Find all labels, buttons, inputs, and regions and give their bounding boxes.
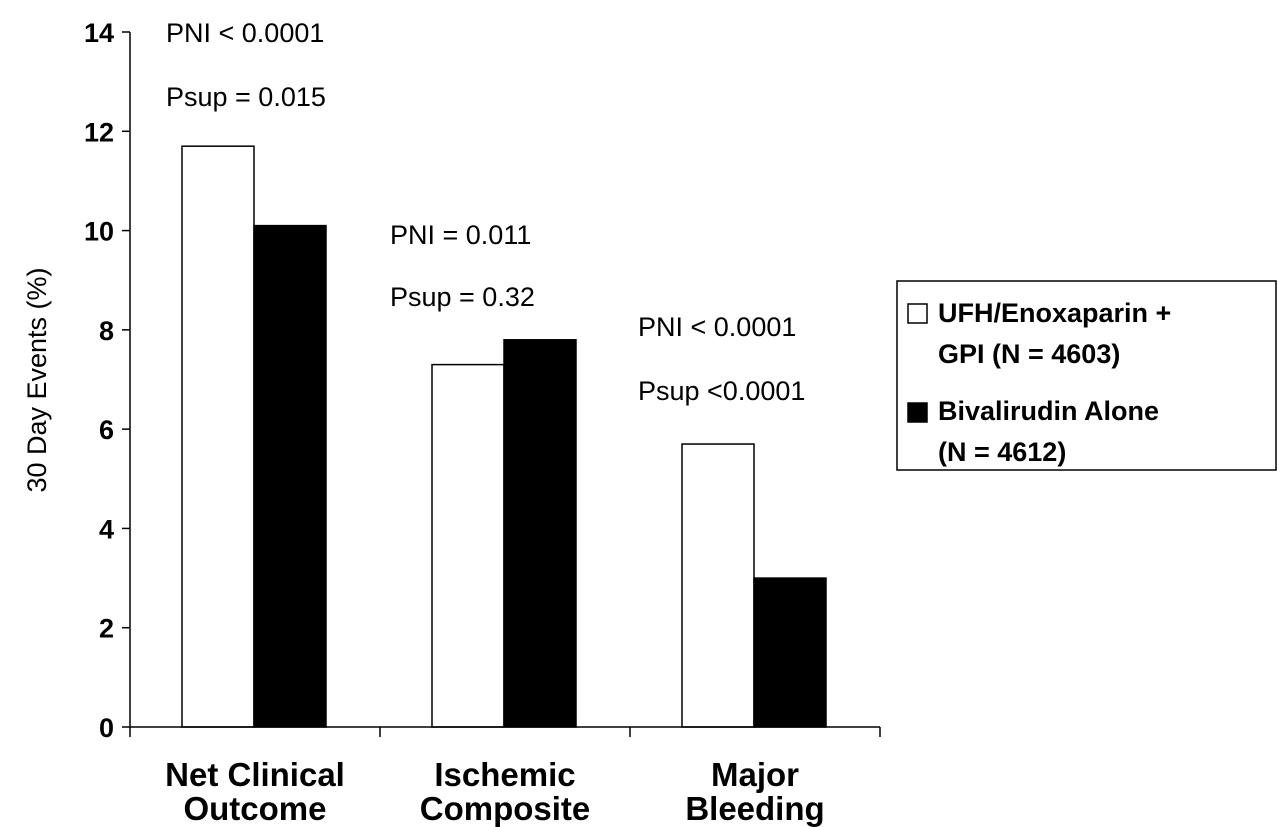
category-label-1-line-1: Composite [420,790,591,827]
annotation-2-line-1: Psup <0.0001 [638,376,805,406]
bar-bivalirudin-2 [753,577,827,728]
legend-swatch-ufh [907,303,928,324]
annotation-2-line-0: PNI < 0.0001 [638,312,796,342]
category-label-2-line-0: Major [711,756,799,793]
legend-box [896,280,1277,471]
y-tick-label-2: 2 [99,614,114,644]
legend-label-bivalirudin-line-1: (N = 4612) [938,437,1066,467]
category-label-0-line-1: Outcome [183,790,326,827]
bar-ufh-0 [181,145,255,728]
annotation-1-line-1: Psup = 0.32 [390,282,535,312]
annotation-0-line-0: PNI < 0.0001 [166,18,324,48]
y-tick-label-8: 8 [99,316,114,346]
category-label-1-line-0: Ischemic [434,756,575,793]
bar-bivalirudin-0 [253,224,327,728]
y-tick-label-4: 4 [99,514,114,544]
y-axis-label: 30 Day Events (%) [22,267,52,492]
bar-bivalirudin-1 [503,339,577,728]
legend-label-ufh-line-1: GPI (N = 4603) [938,339,1120,369]
annotation-1-line-0: PNI = 0.011 [390,220,531,250]
y-tick-label-12: 12 [84,117,114,147]
bar-ufh-1 [431,363,505,728]
y-tick-label-6: 6 [99,415,114,445]
legend-swatch-bivalirudin [907,402,928,423]
y-tick-label-10: 10 [84,217,114,247]
annotation-0-line-1: Psup = 0.015 [166,82,326,112]
legend-label-bivalirudin-line-0: Bivalirudin Alone [938,396,1159,426]
bar-ufh-2 [681,443,755,728]
category-label-2-line-1: Bleeding [685,790,824,827]
y-tick-label-14: 14 [84,18,114,48]
legend-label-ufh-line-0: UFH/Enoxaparin + [938,298,1171,328]
y-tick-label-0: 0 [99,713,114,743]
category-label-0-line-0: Net Clinical [165,756,345,793]
